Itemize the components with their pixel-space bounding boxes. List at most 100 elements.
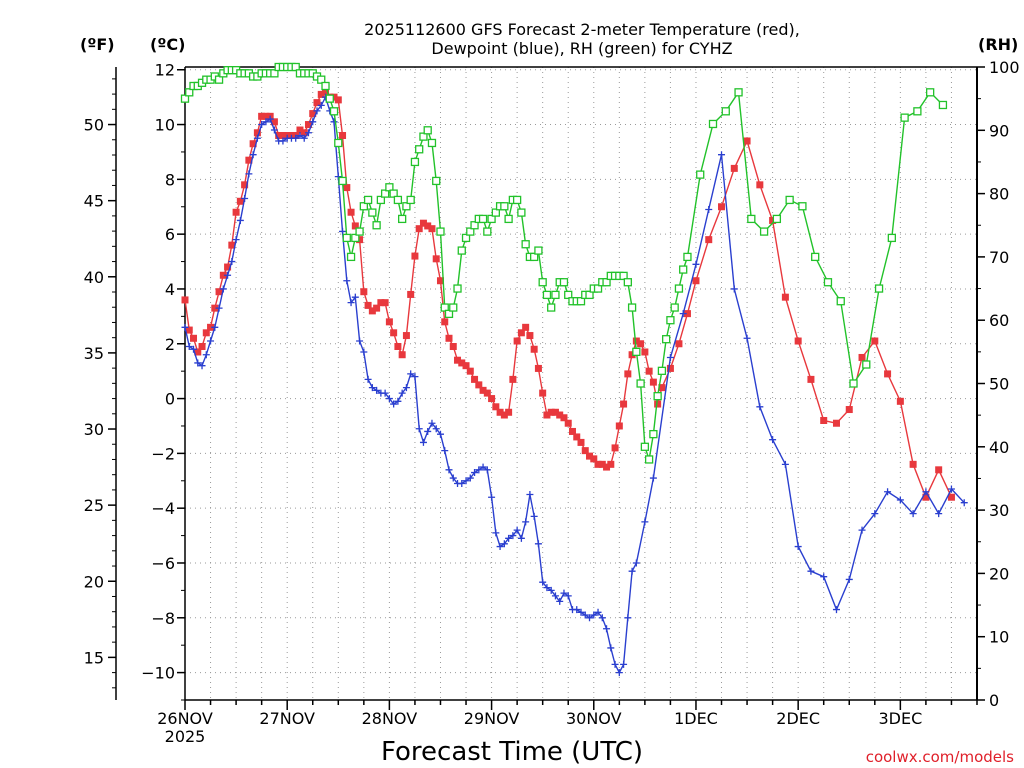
- dewpoint-point: [628, 567, 636, 575]
- temperature-point: [249, 140, 257, 148]
- rh-point: [619, 271, 628, 281]
- rh-tick-label: 20: [989, 564, 1009, 583]
- rh-point: [410, 157, 420, 167]
- rh-tick-label: 50: [989, 375, 1009, 394]
- temperature-point: [224, 263, 232, 271]
- fahrenheit-tick-label: 25: [84, 496, 104, 515]
- temperature-point: [603, 463, 611, 471]
- dewpoint-point: [496, 543, 504, 551]
- dewpoint-point: [611, 660, 619, 668]
- fahrenheit-tick-label: 40: [84, 268, 104, 287]
- dewpoint-point: [649, 474, 657, 482]
- rh-point: [512, 195, 522, 205]
- temperature-point: [185, 326, 193, 334]
- temperature-point: [730, 164, 738, 172]
- rh-point: [483, 227, 492, 236]
- dewpoint-point: [858, 526, 866, 534]
- credit-text: coolwx.com/models: [866, 748, 1014, 766]
- fahrenheit-tick-label: 45: [84, 192, 104, 211]
- temperature-point: [279, 132, 287, 140]
- temperature-point: [202, 329, 210, 337]
- dewpoint-point: [292, 134, 300, 142]
- temperature-point: [381, 299, 389, 307]
- rh-point: [291, 62, 300, 72]
- temperature-point: [858, 353, 866, 361]
- temperature-point: [624, 370, 632, 378]
- rh-point: [653, 392, 662, 401]
- temperature-point: [436, 277, 444, 285]
- dewpoint-point: [407, 370, 415, 378]
- dewpoint-point: [730, 285, 738, 293]
- temperature-point: [598, 460, 606, 468]
- x-tick-label: 1DEC: [674, 709, 718, 728]
- dewpoint-point: [488, 493, 496, 501]
- rh-point: [823, 278, 833, 287]
- rh-point: [398, 214, 407, 224]
- rh-point: [389, 189, 398, 198]
- x-tick-label: 2DEC: [776, 709, 820, 728]
- rh-point: [559, 278, 569, 287]
- rh-tick-label: 100: [989, 58, 1020, 77]
- temperature-point: [534, 364, 542, 372]
- dewpoint-point: [245, 170, 253, 178]
- dewpoint-point: [679, 310, 687, 318]
- rh-point: [180, 94, 190, 103]
- x-tick-sublabel: 2025: [165, 727, 206, 746]
- dewpoint-point: [368, 384, 376, 392]
- dewpoint-point: [415, 425, 423, 433]
- dewpoint-point: [620, 660, 628, 668]
- dewpoint-point: [692, 260, 700, 268]
- dewpoint-point: [479, 463, 487, 471]
- temperature-point: [896, 397, 904, 405]
- temperature-point: [654, 400, 662, 408]
- temperature-point: [296, 126, 304, 134]
- temperature-point: [339, 132, 347, 140]
- series-layer: [180, 62, 968, 677]
- dewpoint-point: [279, 137, 287, 145]
- rh-point: [440, 303, 449, 312]
- dewpoint-point: [475, 466, 483, 474]
- dewpoint-point: [960, 499, 968, 507]
- temperature-point: [820, 416, 828, 424]
- temperature-point: [560, 414, 568, 422]
- rh-point: [521, 240, 530, 249]
- dewpoint-point: [666, 353, 674, 361]
- temperature-point: [573, 433, 581, 441]
- rh-point: [938, 100, 948, 110]
- temperature-point: [466, 367, 474, 375]
- temperature-point: [458, 359, 466, 367]
- dewpoint-point: [522, 518, 530, 526]
- dewpoint-point: [517, 534, 525, 542]
- dewpoint-point: [884, 488, 892, 496]
- dewpoint-point: [564, 592, 572, 600]
- rh-point: [457, 246, 466, 255]
- temperature-point: [586, 452, 594, 460]
- temperature-point: [343, 184, 351, 192]
- temperature-point: [207, 323, 215, 331]
- temperature-point: [641, 348, 649, 356]
- rh-point: [185, 88, 194, 97]
- temperature-point: [322, 88, 330, 96]
- fahrenheit-tick-label: 15: [84, 648, 104, 667]
- dewpoint-point: [466, 474, 474, 482]
- dewpoint-point: [607, 644, 615, 652]
- temperature-point: [769, 216, 777, 224]
- dewpoint-point: [441, 447, 449, 455]
- dewpoint-point: [445, 466, 453, 474]
- x-tick-label: 27NOV: [259, 709, 315, 728]
- dewpoint-point: [432, 425, 440, 433]
- series-rh: [180, 62, 948, 464]
- dewpoint-point: [194, 359, 202, 367]
- dewpoint-point: [556, 597, 564, 605]
- temperature-point: [479, 386, 487, 394]
- dewpoint-point: [232, 236, 240, 244]
- rh-point: [385, 183, 394, 192]
- temperature-point: [500, 411, 508, 419]
- dewpoint-point: [807, 567, 815, 575]
- celsius-tick-label: 6: [165, 225, 175, 244]
- temperature-point: [219, 271, 227, 279]
- dewpoint-point: [215, 304, 223, 312]
- rh-point: [393, 195, 403, 205]
- dewpoint-point: [820, 573, 828, 581]
